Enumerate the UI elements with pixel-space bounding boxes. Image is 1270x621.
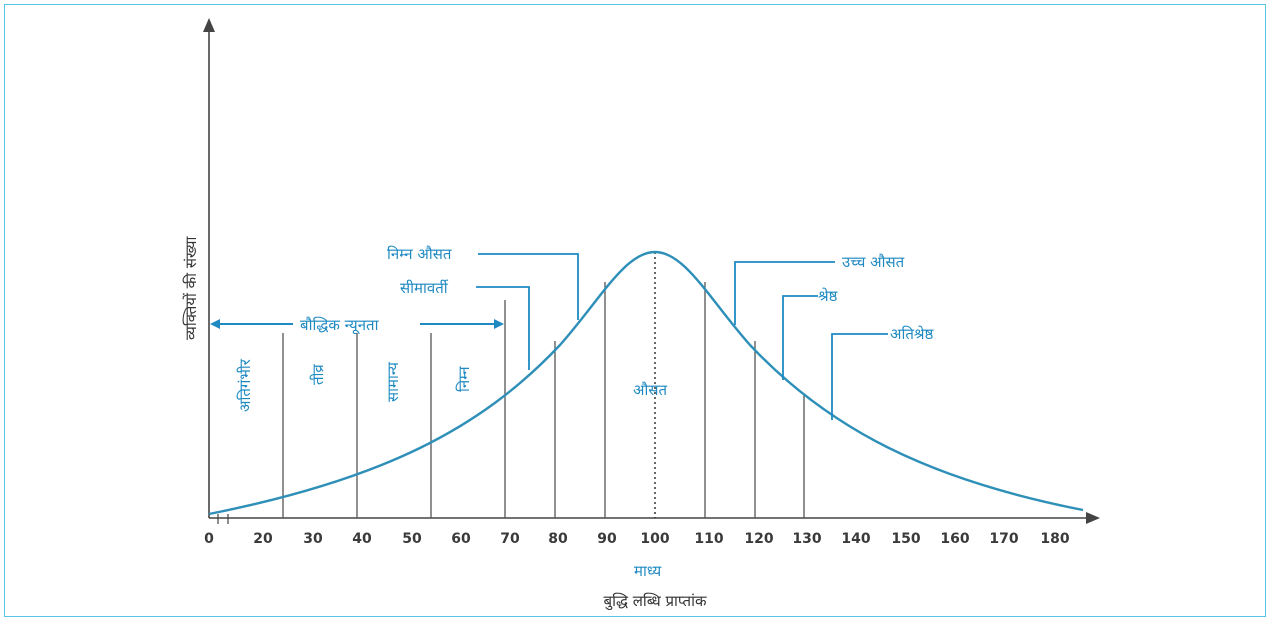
x-tick: 70	[500, 531, 520, 547]
bell-curve	[208, 250, 1084, 516]
label-low-average: निम्न औसत	[387, 245, 452, 263]
x-axis-label: बुद्धि लब्धि प्राप्तांक	[604, 592, 707, 611]
x-tick: 60	[451, 531, 471, 547]
mean-label: माध्य	[634, 562, 661, 580]
x-tick: 130	[792, 531, 821, 547]
x-tick: 110	[694, 531, 723, 547]
callout-borderline	[476, 286, 530, 370]
x-tick-labels: 0 20 30 40 50 60 70 80 90 100 110 120 13…	[204, 531, 1070, 547]
x-tick: 140	[841, 531, 870, 547]
y-axis-label: व्यक्तियों की संख्या	[182, 236, 200, 340]
label-very-superior: अतिश्रेष्ठ	[890, 325, 935, 343]
x-tick: 50	[402, 531, 422, 547]
x-tick: 0	[204, 531, 214, 547]
figure-frame	[4, 4, 1266, 617]
x-axis-arrow	[1086, 512, 1100, 524]
callout-superior	[782, 295, 818, 380]
x-tick: 40	[352, 531, 372, 547]
x-tick: 20	[253, 531, 273, 547]
x-tick: 170	[989, 531, 1018, 547]
x-tick: 80	[548, 531, 568, 547]
label-average: औसत	[633, 381, 667, 399]
category-boundaries	[282, 282, 805, 518]
label-high-average: उच्च औसत	[842, 253, 905, 271]
callout-very-superior	[831, 333, 888, 420]
callout-low-average	[478, 253, 579, 320]
label-severe: तीव्र	[309, 364, 327, 385]
x-tick: 30	[303, 531, 323, 547]
label-borderline: सीमावर्ती	[400, 279, 449, 297]
x-tick: 120	[744, 531, 773, 547]
x-tick: 180	[1040, 531, 1069, 547]
label-superior: श्रेष्ठ	[818, 287, 839, 305]
label-mild: निम्न	[455, 366, 473, 392]
label-intellectual-disability: बौद्धिक न्यूनता	[300, 316, 380, 335]
x-tick: 150	[891, 531, 920, 547]
label-profound: अतिगंभीर	[236, 358, 254, 412]
callout-high-average	[734, 261, 835, 325]
label-moderate: सामान्य	[384, 362, 402, 402]
x-tick: 100	[640, 531, 669, 547]
y-axis-arrow	[203, 18, 215, 32]
x-tick: 90	[597, 531, 617, 547]
x-tick: 160	[940, 531, 969, 547]
